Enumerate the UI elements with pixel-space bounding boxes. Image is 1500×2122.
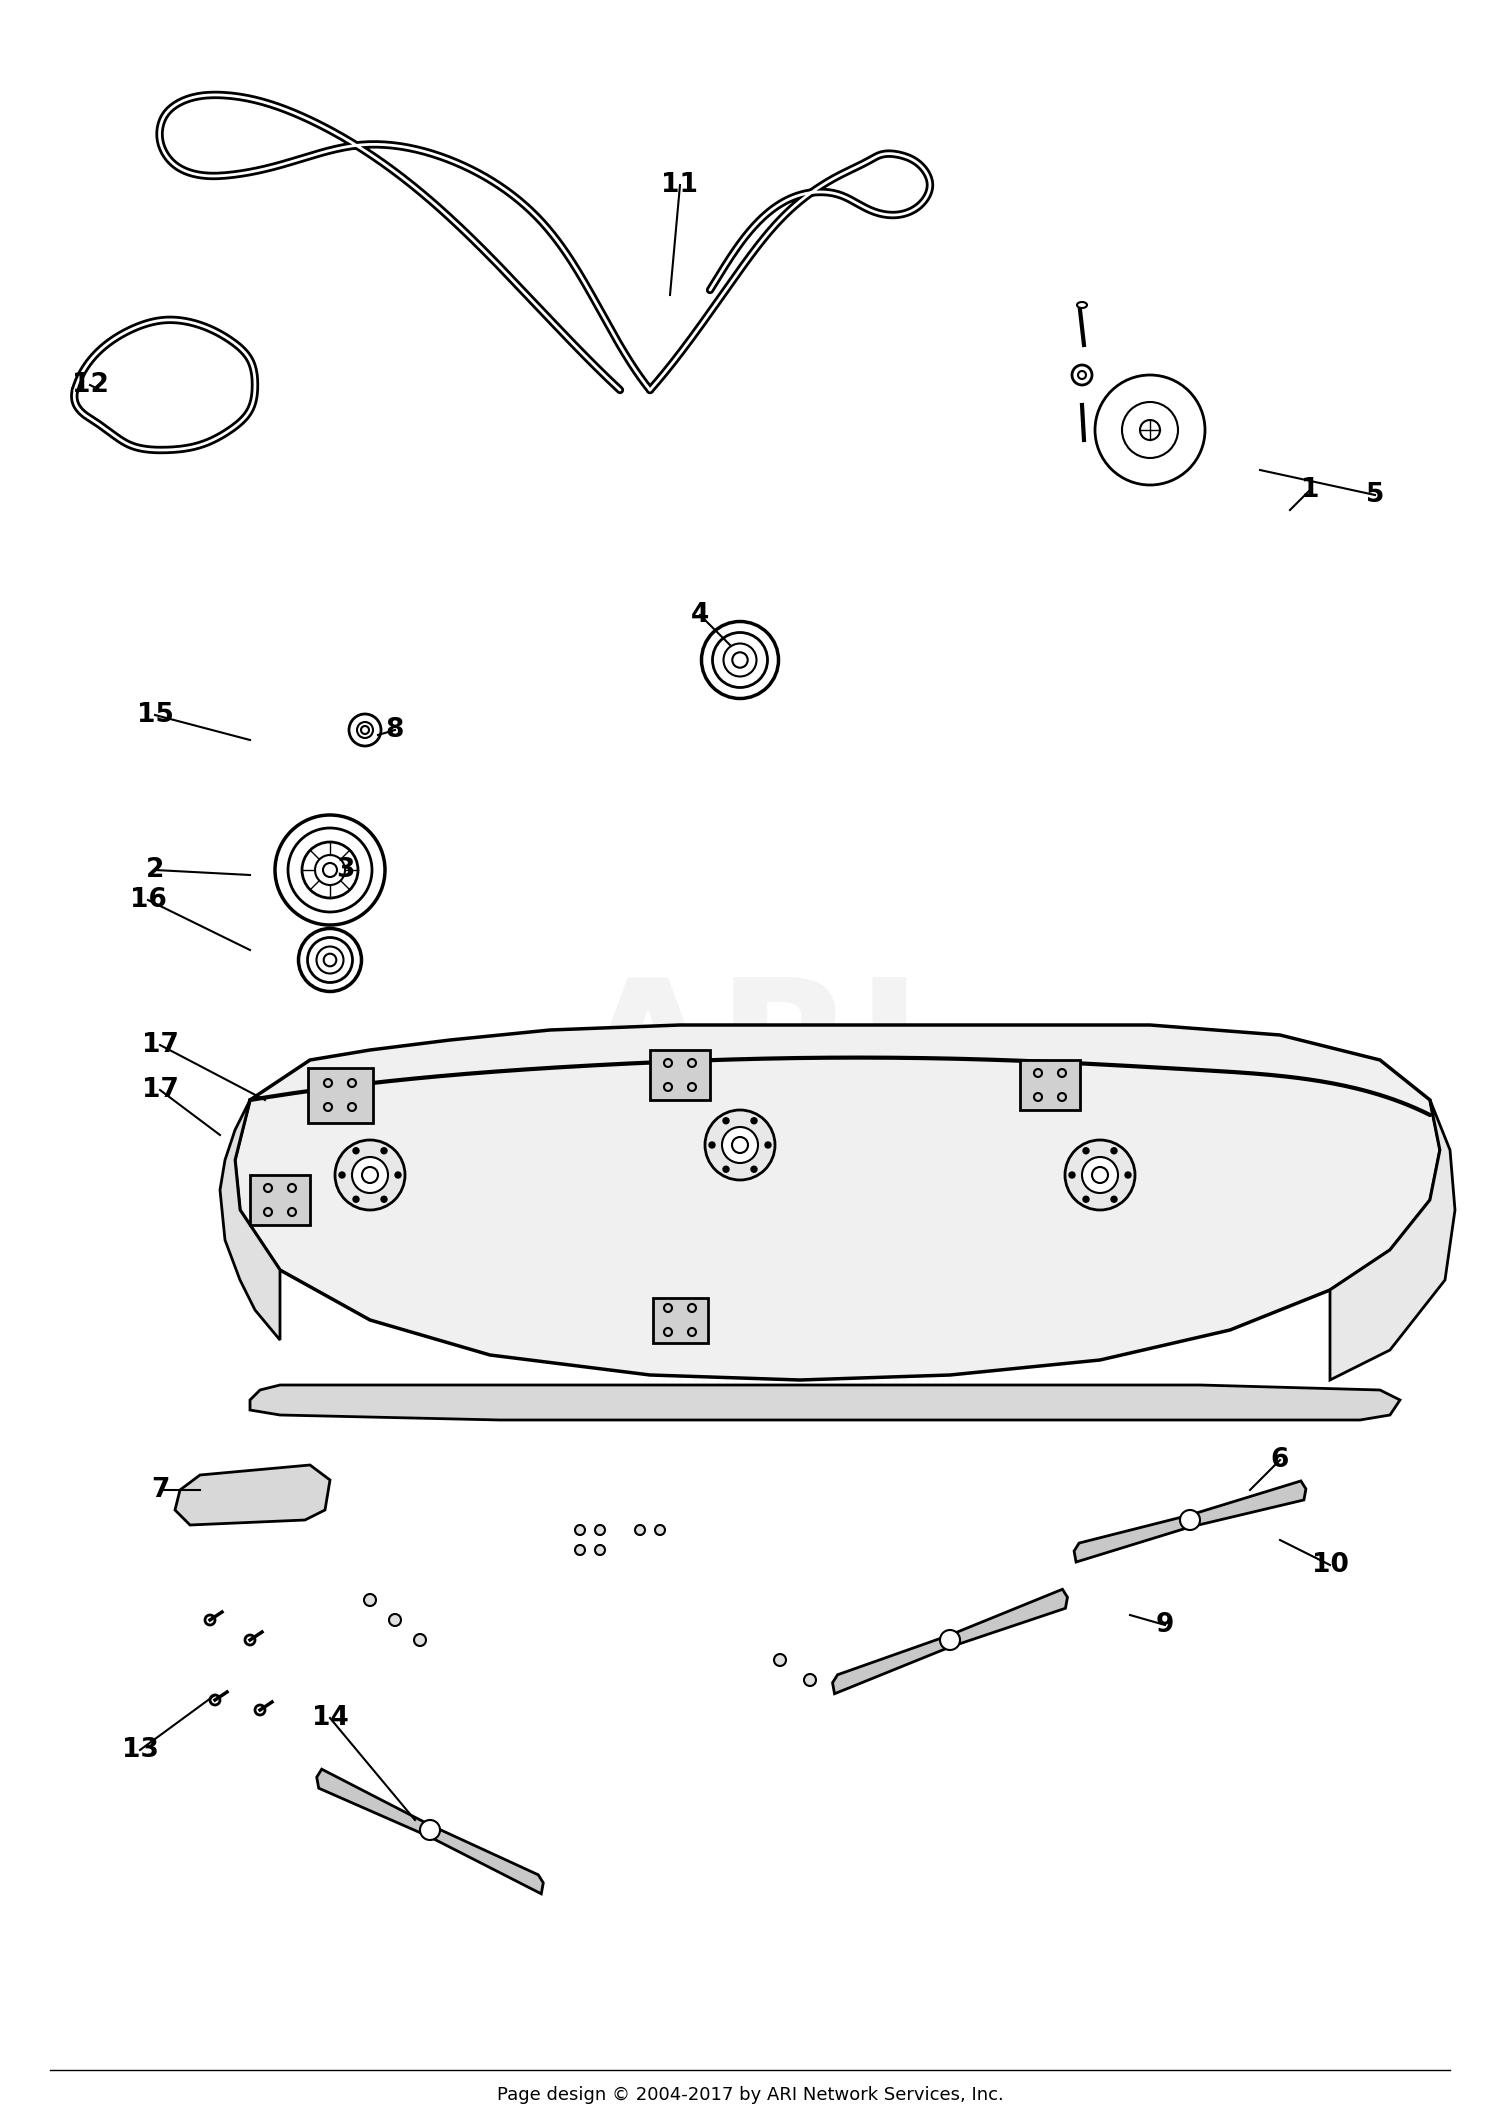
Circle shape xyxy=(1112,1148,1118,1154)
Text: 7: 7 xyxy=(152,1477,170,1502)
Circle shape xyxy=(774,1653,786,1666)
Circle shape xyxy=(352,1156,388,1193)
Text: 12: 12 xyxy=(72,371,108,399)
Ellipse shape xyxy=(1077,301,1088,308)
Circle shape xyxy=(420,1821,440,1840)
Text: 10: 10 xyxy=(1311,1551,1348,1579)
Circle shape xyxy=(1092,1167,1108,1182)
FancyBboxPatch shape xyxy=(650,1050,710,1099)
Text: 6: 6 xyxy=(1270,1447,1288,1473)
Circle shape xyxy=(362,1167,378,1182)
FancyBboxPatch shape xyxy=(251,1176,310,1224)
PathPatch shape xyxy=(220,1099,280,1339)
Text: 9: 9 xyxy=(1156,1613,1174,1638)
Text: 1: 1 xyxy=(1300,477,1320,503)
Circle shape xyxy=(656,1526,664,1534)
Circle shape xyxy=(1112,1197,1118,1203)
Circle shape xyxy=(1082,1156,1118,1193)
Circle shape xyxy=(1180,1511,1200,1530)
PathPatch shape xyxy=(833,1589,1068,1693)
Circle shape xyxy=(804,1674,816,1687)
PathPatch shape xyxy=(1330,1099,1455,1379)
Circle shape xyxy=(388,1615,400,1625)
PathPatch shape xyxy=(236,1025,1440,1379)
Circle shape xyxy=(634,1526,645,1534)
PathPatch shape xyxy=(251,1386,1400,1420)
Circle shape xyxy=(574,1526,585,1534)
Text: 16: 16 xyxy=(129,887,166,912)
Circle shape xyxy=(722,1127,758,1163)
Circle shape xyxy=(1083,1197,1089,1203)
Circle shape xyxy=(940,1630,960,1651)
Circle shape xyxy=(574,1545,585,1555)
Circle shape xyxy=(752,1118,758,1125)
Circle shape xyxy=(339,1171,345,1178)
Circle shape xyxy=(596,1545,604,1555)
Circle shape xyxy=(1125,1171,1131,1178)
Circle shape xyxy=(381,1197,387,1203)
Circle shape xyxy=(1065,1140,1136,1210)
Text: 5: 5 xyxy=(1366,482,1384,507)
Circle shape xyxy=(334,1140,405,1210)
FancyBboxPatch shape xyxy=(652,1299,708,1343)
Circle shape xyxy=(723,1118,729,1125)
Text: 8: 8 xyxy=(386,717,404,743)
Text: 14: 14 xyxy=(312,1704,348,1732)
FancyBboxPatch shape xyxy=(1020,1061,1080,1110)
Circle shape xyxy=(352,1197,358,1203)
Circle shape xyxy=(364,1594,376,1606)
Text: 17: 17 xyxy=(141,1031,178,1059)
Text: Page design © 2004-2017 by ARI Network Services, Inc.: Page design © 2004-2017 by ARI Network S… xyxy=(496,2086,1004,2105)
Circle shape xyxy=(394,1171,400,1178)
Circle shape xyxy=(765,1142,771,1148)
Circle shape xyxy=(414,1634,426,1647)
Text: 17: 17 xyxy=(141,1078,178,1103)
Circle shape xyxy=(732,1137,748,1152)
Text: 13: 13 xyxy=(122,1738,159,1763)
Circle shape xyxy=(710,1142,716,1148)
Circle shape xyxy=(705,1110,776,1180)
Circle shape xyxy=(352,1148,358,1154)
PathPatch shape xyxy=(1074,1481,1306,1562)
Text: 3: 3 xyxy=(336,857,354,883)
Text: ARI: ARI xyxy=(578,972,922,1148)
Text: 4: 4 xyxy=(692,603,709,628)
Circle shape xyxy=(381,1148,387,1154)
Circle shape xyxy=(1070,1171,1076,1178)
FancyBboxPatch shape xyxy=(308,1067,374,1123)
Circle shape xyxy=(1083,1148,1089,1154)
Circle shape xyxy=(723,1167,729,1171)
PathPatch shape xyxy=(316,1770,543,1893)
Text: 11: 11 xyxy=(662,172,699,197)
Text: 2: 2 xyxy=(146,857,164,883)
Text: 15: 15 xyxy=(136,702,174,728)
PathPatch shape xyxy=(176,1464,330,1526)
Circle shape xyxy=(596,1526,604,1534)
Circle shape xyxy=(752,1167,758,1171)
